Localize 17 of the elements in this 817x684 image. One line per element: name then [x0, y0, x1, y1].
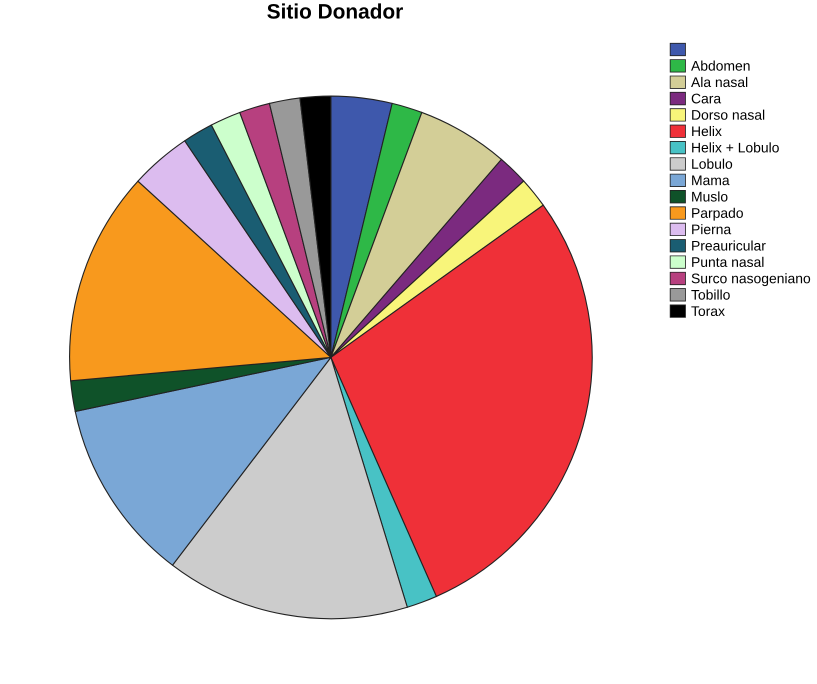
legend-label: Surco nasogeniano [692, 273, 810, 286]
legend-label: Ala nasal [691, 76, 748, 88]
legend-label: Helix [692, 126, 722, 136]
legend-label: Mama [692, 176, 730, 186]
chart-title: Sitio Donador [267, 3, 403, 19]
legend-label: Torax [691, 306, 725, 316]
legend-label: Abdomen [691, 60, 750, 71]
legend-label: Muslo [692, 191, 728, 202]
legend-label: Pierna [692, 224, 732, 234]
legend-label: Helix + Lobulo [692, 142, 779, 153]
legend-label: Parpado [692, 208, 743, 221]
legend-label: Preauricular [692, 240, 766, 251]
legend-label: Lobulo [692, 158, 732, 169]
legend-label: Punta nasal [692, 256, 764, 267]
legend-label: Cara [692, 94, 722, 104]
legend-label: Dorso nasal [692, 110, 764, 120]
legend-label: Tobillo [691, 290, 730, 300]
